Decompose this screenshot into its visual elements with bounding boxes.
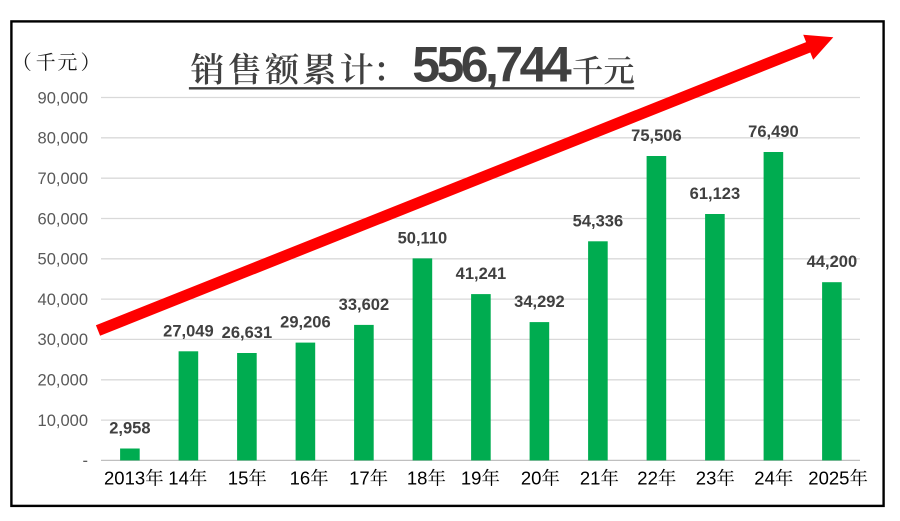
svg-text:16: 16 — [290, 468, 311, 489]
svg-text:2,958: 2,958 — [109, 420, 150, 438]
svg-text:70,000: 70,000 — [38, 170, 88, 188]
svg-text:20,000: 20,000 — [38, 372, 88, 390]
svg-text:23: 23 — [696, 468, 717, 489]
svg-text:90,000: 90,000 — [38, 89, 88, 107]
svg-text:50,110: 50,110 — [398, 229, 448, 247]
svg-text:33,602: 33,602 — [339, 296, 389, 314]
svg-text:34,292: 34,292 — [514, 293, 564, 311]
svg-text:40,000: 40,000 — [38, 291, 88, 309]
svg-text:61,123: 61,123 — [690, 185, 740, 203]
svg-text:19: 19 — [461, 468, 482, 489]
svg-text:17: 17 — [349, 468, 370, 489]
svg-text:21: 21 — [580, 468, 601, 489]
svg-text:76,490: 76,490 — [748, 123, 798, 141]
svg-text:29,206: 29,206 — [280, 314, 330, 332]
svg-text:2025: 2025 — [808, 468, 849, 489]
svg-text:20: 20 — [521, 468, 542, 489]
svg-text:54,336: 54,336 — [573, 212, 623, 230]
svg-text:15: 15 — [228, 468, 249, 489]
svg-text:80,000: 80,000 — [38, 130, 88, 148]
svg-text:60,000: 60,000 — [38, 210, 88, 228]
svg-text:10,000: 10,000 — [38, 412, 88, 430]
svg-text:14: 14 — [168, 468, 189, 489]
svg-text:22: 22 — [637, 468, 658, 489]
svg-text:556,744: 556,744 — [412, 37, 572, 93]
svg-text:-: - — [83, 452, 89, 470]
svg-text:44,200: 44,200 — [807, 253, 857, 271]
svg-text:18: 18 — [407, 468, 428, 489]
svg-text:50,000: 50,000 — [38, 251, 88, 269]
svg-text:2013: 2013 — [104, 468, 145, 489]
svg-text:27,049: 27,049 — [163, 322, 213, 340]
svg-text:75,506: 75,506 — [631, 127, 681, 145]
svg-text:26,631: 26,631 — [222, 324, 272, 342]
svg-text:41,241: 41,241 — [456, 265, 506, 283]
svg-text:24: 24 — [754, 468, 775, 489]
svg-text:30,000: 30,000 — [38, 331, 88, 349]
